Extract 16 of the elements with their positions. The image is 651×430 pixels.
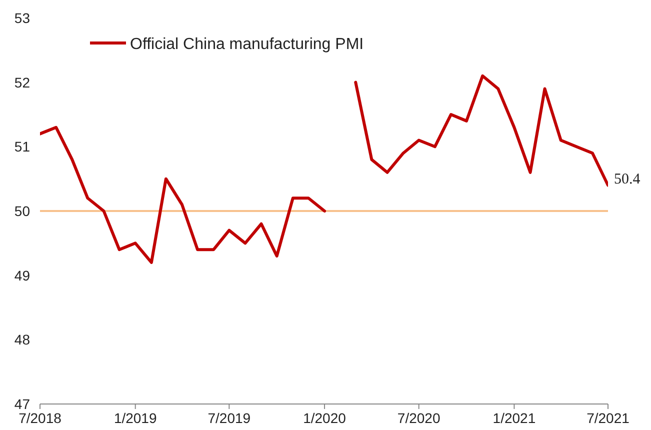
y-tick-label: 53 — [14, 10, 30, 26]
x-tick-label: 7/2018 — [18, 410, 62, 426]
y-tick-label: 49 — [14, 267, 30, 284]
legend-label: Official China manufacturing PMI — [130, 36, 364, 53]
x-tick-label: 1/2021 — [492, 410, 536, 426]
y-tick-label: 50 — [14, 203, 30, 219]
x-tick-label: 7/2019 — [208, 410, 251, 426]
y-tick-label: 52 — [14, 74, 30, 90]
y-tick-label: 47 — [14, 396, 30, 412]
annotation: 50.4 — [614, 171, 641, 188]
y-tick-label: 48 — [14, 332, 30, 348]
y-tick-label: 51 — [14, 138, 30, 155]
x-tick-label: 7/2021 — [586, 410, 630, 426]
x-tick-label: 7/2020 — [397, 410, 440, 426]
x-tick-label: 1/2020 — [303, 410, 346, 426]
x-tick-label: 1/2019 — [114, 410, 157, 426]
